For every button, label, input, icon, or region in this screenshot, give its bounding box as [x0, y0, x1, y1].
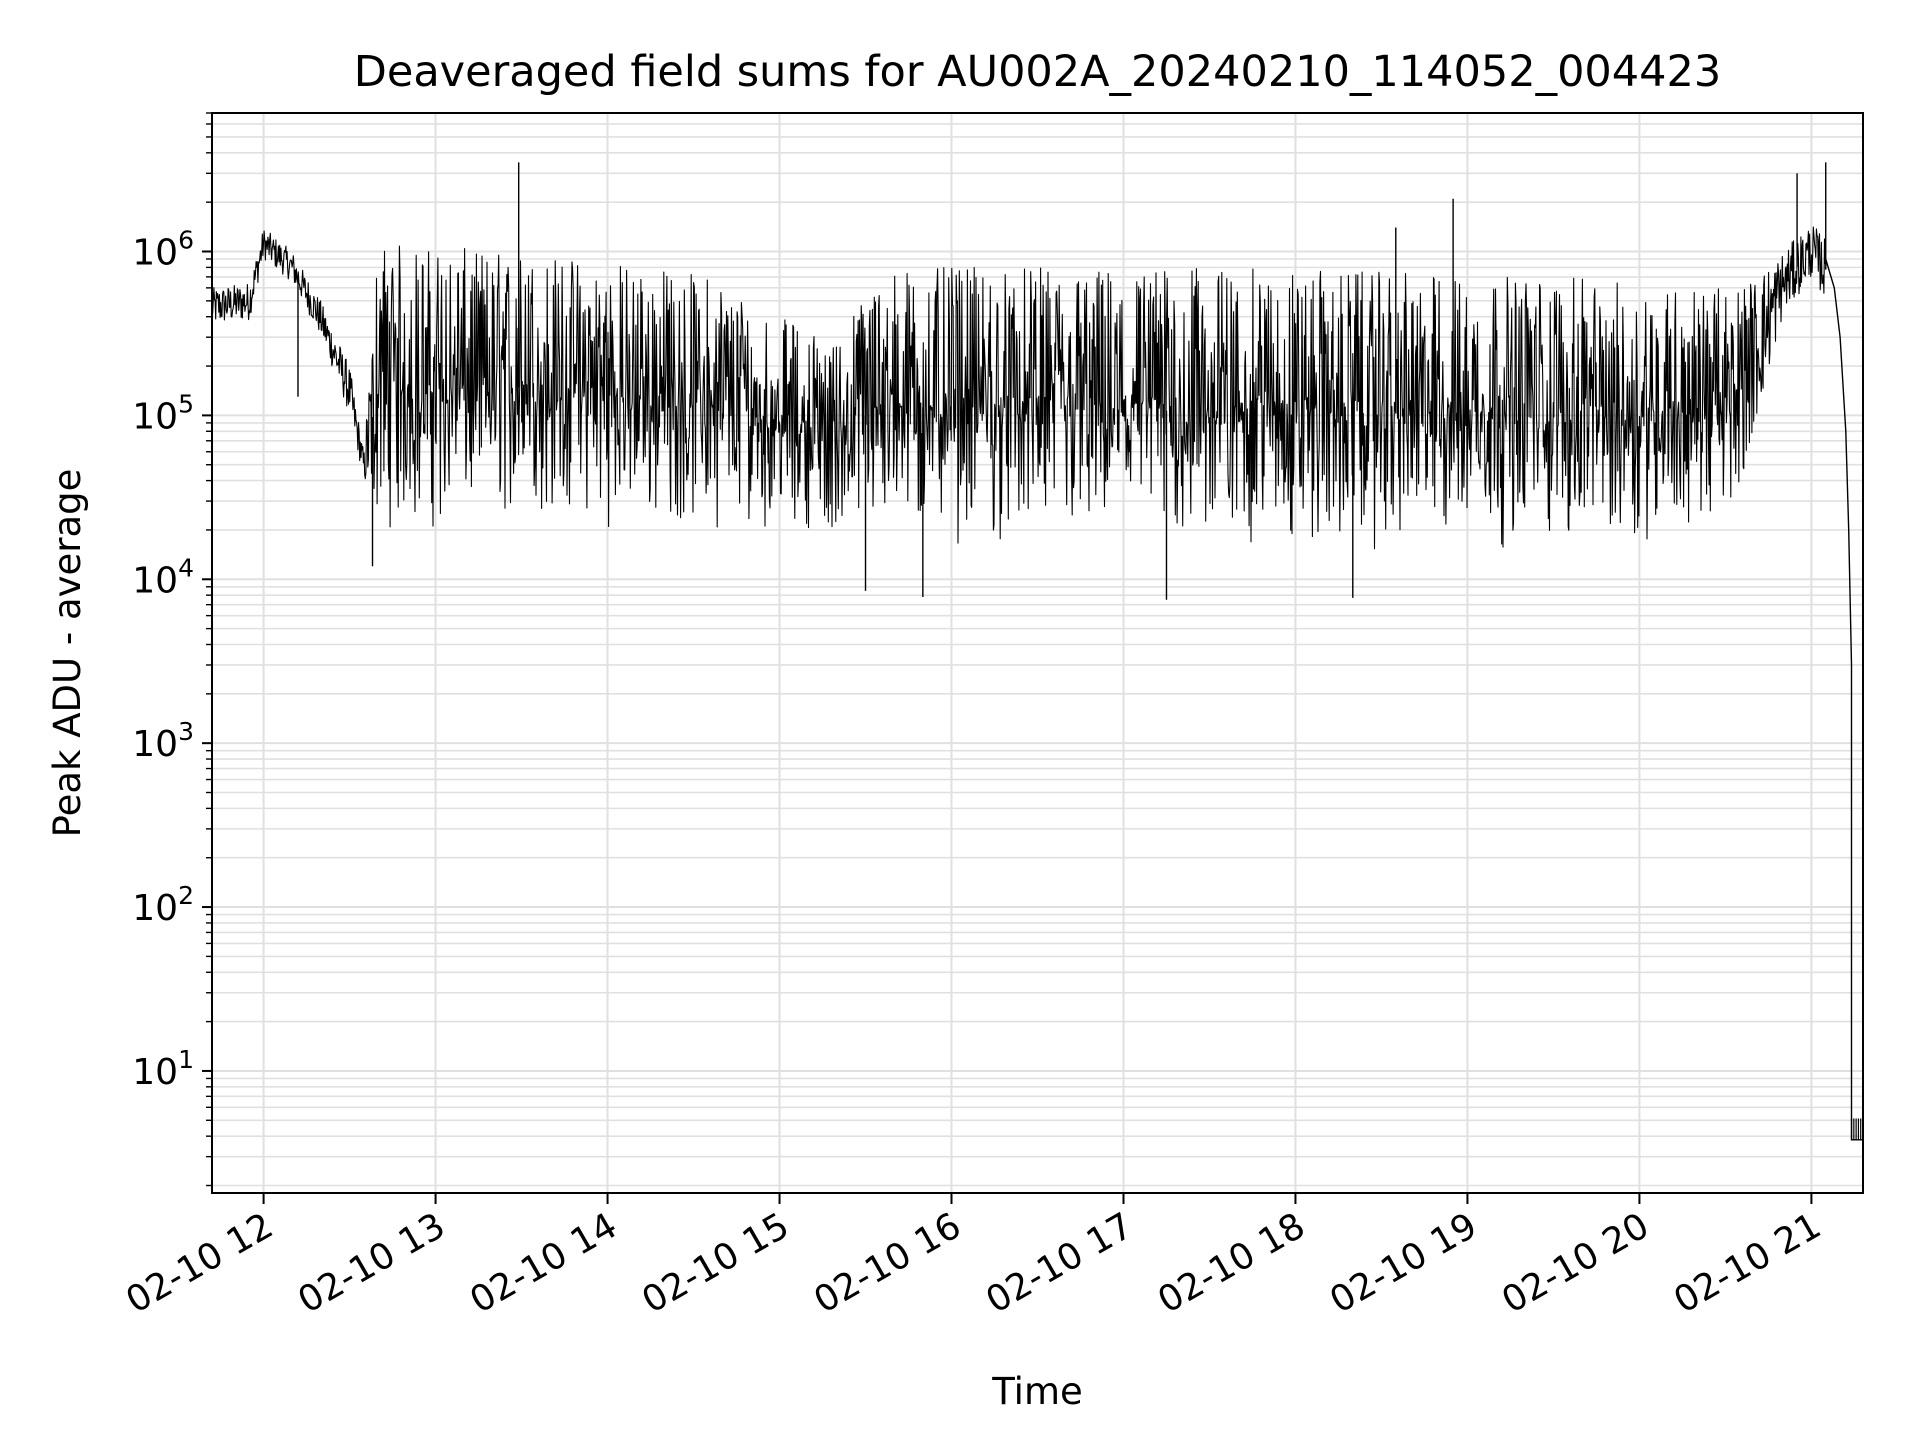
plot-area-frame [211, 112, 1864, 1194]
y-axis-label: Peak ADU - average [46, 469, 89, 838]
y-tick-label: 104 [132, 553, 194, 601]
series-tail [1825, 258, 1863, 1141]
y-tick-label: 105 [132, 389, 194, 437]
x-axis-label: Time [991, 1370, 1083, 1413]
y-tick-label: 101 [132, 1045, 194, 1093]
y-tick-label: 106 [132, 226, 194, 274]
grid [212, 112, 1863, 1193]
y-tick-label: 103 [132, 717, 194, 765]
series-line [211, 226, 1827, 550]
y-tick-label: 102 [132, 881, 194, 929]
chart-title: Deaveraged field sums for AU002A_2024021… [354, 47, 1721, 97]
data-series [211, 162, 1864, 1141]
